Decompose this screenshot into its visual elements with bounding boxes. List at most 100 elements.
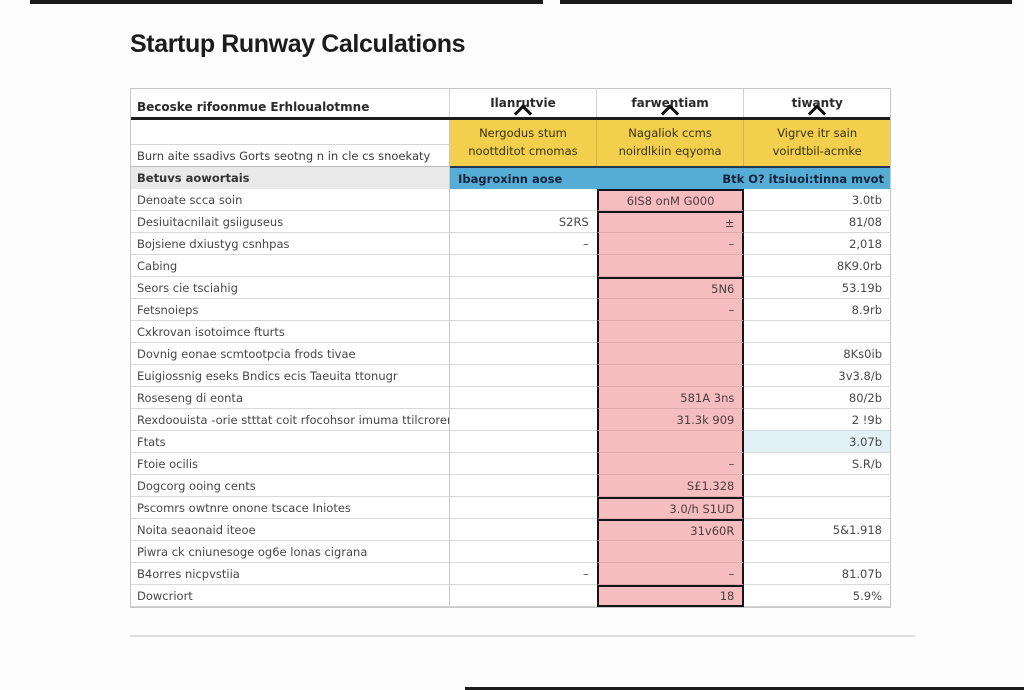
value-cell-2[interactable]: 3.0tb [744,189,890,211]
value-cell-2[interactable]: 2,018 [744,233,890,255]
row-label-cell[interactable]: Noita seaonaid iteoe [131,519,451,541]
value-cell-2[interactable] [744,321,890,343]
value-cell-2[interactable]: 8K9.0rb [744,255,890,277]
highlighted-value-cell[interactable]: 31.3k 909 [596,409,745,431]
yellow-note-line: Nergodus stum [479,126,567,141]
value-cell-2[interactable]: 5.9% [744,585,890,607]
value-cell-1[interactable] [450,519,597,541]
highlighted-value-cell[interactable] [596,343,745,365]
table-row: Desiuitacnilait gsiiguseus S2RS ± 81/08 [131,211,890,233]
highlighted-value-cell[interactable]: 18 [596,585,745,607]
column-header-2[interactable]: farwentiam [597,89,745,123]
table-body: Denoate scca soin 6IS8 onM G000 3.0tb De… [131,189,890,607]
runway-table: Becoske rifoonmue Erhloualotmne Ilanrutv… [130,88,891,608]
value-cell-1[interactable] [450,255,597,277]
value-cell-2[interactable]: 8.9rb [744,299,890,321]
highlighted-value-cell[interactable] [596,431,745,453]
value-cell-1[interactable] [450,453,597,475]
highlighted-value-cell[interactable]: 5N6 [596,277,745,299]
value-cell-1[interactable] [450,277,597,299]
value-cell-1[interactable] [450,431,597,453]
column-header-3[interactable]: tiwanty [744,89,890,123]
blue-row-label-cell[interactable]: Betuvs aowortais [131,166,451,189]
row-label-cell[interactable]: Cxkrovan isotoimce fturts [131,321,451,343]
table-row: Denoate scca soin 6IS8 onM G000 3.0tb [131,189,890,211]
value-cell-1[interactable]: S2RS [450,211,597,233]
row-label-cell[interactable]: Roseseng di eonta [131,387,451,409]
row-label-cell[interactable]: Dovnig eonae scmtootpcia frods tivae [131,343,451,365]
value-cell-1[interactable]: – [450,563,597,585]
row-label-cell[interactable]: Dogcorg ooing cents [131,475,451,497]
highlighted-value-cell[interactable]: – [596,299,745,321]
burn-rate-row-label[interactable]: Burn aite ssadivs Gorts seotng n in cle … [137,148,431,163]
row-label-cell[interactable]: Cabing [131,255,451,277]
value-cell-1[interactable] [450,299,597,321]
row-label-cell[interactable]: Dowcriort [131,585,451,607]
highlighted-value-cell[interactable]: 6IS8 onM G000 [596,189,745,211]
value-cell-1[interactable] [450,365,597,387]
value-cell-1[interactable] [450,409,597,431]
value-cell-2[interactable]: 53.19b [744,277,890,299]
blue-band-right-text: Btk O? itsiuoi:tinna mvot [722,171,884,186]
value-cell-1[interactable]: – [450,233,597,255]
highlighted-value-cell[interactable]: – [596,233,745,255]
highlighted-value-cell[interactable] [596,365,745,387]
table-row: Noita seaonaid iteoe 31v60R 5&1.918 [131,519,890,541]
row-header-cell[interactable]: Becoske rifoonmue Erhloualotmne [131,89,451,117]
highlighted-value-cell[interactable]: ± [596,211,745,233]
row-label-cell[interactable]: Denoate scca soin [131,189,451,211]
blue-band-cell[interactable]: Ibagroxinn aose Btk O? itsiuoi:tinna mvo… [450,166,890,189]
value-cell-1[interactable] [450,475,597,497]
column-header-2-label: farwentiam [631,96,709,110]
value-cell-1[interactable] [450,497,597,519]
row-label-cell[interactable]: Desiuitacnilait gsiiguseus [131,211,451,233]
value-cell-1[interactable] [450,541,597,563]
value-cell-2[interactable] [744,497,890,519]
row-label-cell[interactable]: Euigiossnig eseks Bndics ecis Taeuita tt… [131,365,451,387]
column-header-1-label: Ilanrutvie [490,96,556,110]
table-row: Seors cie tsciahig 5N6 53.19b [131,277,890,299]
highlighted-value-cell[interactable]: – [596,563,745,585]
yellow-note-line: voirdtbil-acmke [772,144,862,158]
value-cell-2[interactable]: 2 !9b [744,409,890,431]
value-cell-2[interactable]: 3.07b [744,431,890,453]
value-cell-1[interactable] [450,189,597,211]
highlighted-value-cell[interactable] [596,541,745,563]
highlighted-value-cell[interactable]: 3.0/h S1UD [596,497,745,519]
value-cell-2[interactable]: 8Ks0ib [744,343,890,365]
row-label-cell[interactable]: Ftats [131,431,451,453]
highlighted-value-cell[interactable] [596,321,745,343]
empty-cell[interactable] [131,120,450,145]
row-label-cell[interactable]: Seors cie tsciahig [131,277,451,299]
yellow-note-cell-2[interactable]: Nagaliok ccms noirdlkiin eqyoma [596,120,745,166]
value-cell-1[interactable] [450,343,597,365]
yellow-note-cell-1[interactable]: Nergodus stum noottditot cmomas [450,120,597,166]
value-cell-2[interactable]: 3v3.8/b [744,365,890,387]
highlighted-value-cell[interactable]: S£1.328 [596,475,745,497]
value-cell-2[interactable] [744,475,890,497]
value-cell-2[interactable]: S.R/b [744,453,890,475]
highlighted-value-cell[interactable]: – [596,453,745,475]
row-label-cell[interactable]: Piwra ck cniunesoge og6e lonas cigrana [131,541,451,563]
value-cell-1[interactable] [450,321,597,343]
row-label-cell[interactable]: Rexdoouista -orie stttat coit rfocohsor … [131,409,451,431]
table-header-row: Becoske rifoonmue Erhloualotmne Ilanrutv… [131,89,890,123]
value-cell-1[interactable] [450,585,597,607]
value-cell-2[interactable]: 5&1.918 [744,519,890,541]
highlighted-value-cell[interactable]: 31v60R [596,519,745,541]
row-label-cell[interactable]: Ftoie ocilis [131,453,451,475]
column-header-1[interactable]: Ilanrutvie [450,89,597,123]
column-header-3-label: tiwanty [791,96,843,110]
value-cell-2[interactable]: 81/08 [744,211,890,233]
highlighted-value-cell[interactable] [596,255,745,277]
highlighted-value-cell[interactable]: 581A 3ns [596,387,745,409]
value-cell-1[interactable] [450,387,597,409]
row-label-cell[interactable]: B4orres nicpvstiia [131,563,451,585]
value-cell-2[interactable]: 80/2b [744,387,890,409]
value-cell-2[interactable] [744,541,890,563]
row-label-cell[interactable]: Bojsiene dxiustyg csnhpas [131,233,451,255]
value-cell-2[interactable]: 81.07b [744,563,890,585]
row-label-cell[interactable]: Fetsnoieps [131,299,451,321]
row-label-cell[interactable]: Pscomrs owtnre onone tscace Iniotes [131,497,451,519]
yellow-note-cell-3[interactable]: Vigrve itr sain voirdtbil-acmke [744,120,890,166]
